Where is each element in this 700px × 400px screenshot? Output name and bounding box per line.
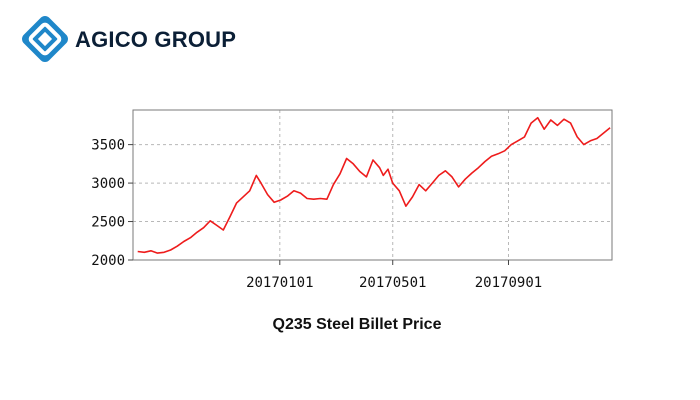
chart-title: Q235 Steel Billet Price [272, 316, 442, 333]
x-tick-label: 20170501 [359, 275, 426, 291]
x-tick-label: 20170901 [475, 275, 542, 291]
y-tick-label: 3000 [91, 176, 125, 192]
brand-name: AGICO GROUP [75, 27, 237, 52]
x-axis: 20170101 20170501 20170901 [246, 260, 542, 291]
y-tick-label: 2000 [91, 253, 125, 269]
diamond-logo-icon [22, 16, 68, 62]
y-tick-label: 2500 [91, 215, 125, 231]
brand-logo: AGICO GROUP [19, 13, 249, 65]
x-tick-label: 20170101 [246, 275, 313, 291]
y-axis: 2000 2500 3000 3500 [91, 138, 133, 269]
y-tick-label: 3500 [91, 138, 125, 154]
series-line [137, 116, 611, 254]
chart-grid [133, 110, 612, 260]
plot-area-frame [132, 109, 613, 261]
